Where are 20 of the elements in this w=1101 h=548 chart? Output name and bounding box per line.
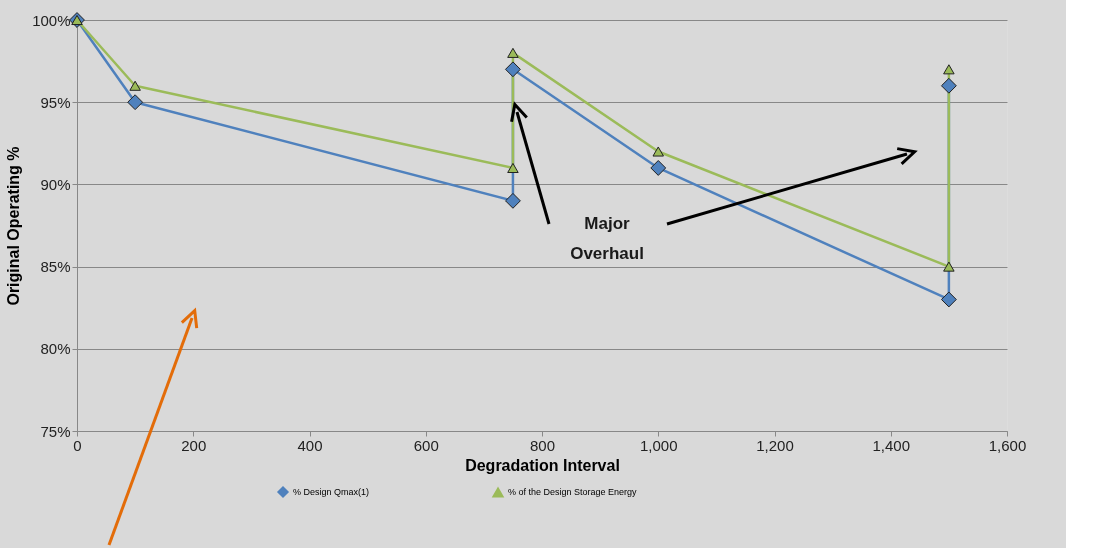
legend-label: % of the Design Storage Energy <box>508 487 638 498</box>
annotation: Major Overhaul <box>570 214 644 263</box>
x-tick-label: 1,400 <box>872 436 911 454</box>
x-axis-title: Degradation Interval <box>465 456 620 474</box>
x-tick-label: 1,000 <box>639 436 678 454</box>
x-tick-label: 0 <box>73 436 82 454</box>
y-tick-label: 100% <box>32 11 71 29</box>
legend-label: % Design Qmax(1) <box>293 487 370 497</box>
x-tick-label: 200 <box>181 436 207 454</box>
y-tick-label: 80% <box>40 340 71 358</box>
x-tick-label: 1,600 <box>988 436 1027 454</box>
x-tick-label: 400 <box>297 436 323 454</box>
y-tick-label: 75% <box>40 422 71 440</box>
y-tick-label: 95% <box>40 93 71 111</box>
x-tick-label: 800 <box>529 436 556 454</box>
y-axis-title: Original Operating % <box>5 146 23 306</box>
y-tick-label: 90% <box>40 175 71 193</box>
x-tick-label: 600 <box>413 436 439 454</box>
x-tick-label: 1,200 <box>756 436 794 454</box>
y-tick-label: 85% <box>40 258 71 276</box>
